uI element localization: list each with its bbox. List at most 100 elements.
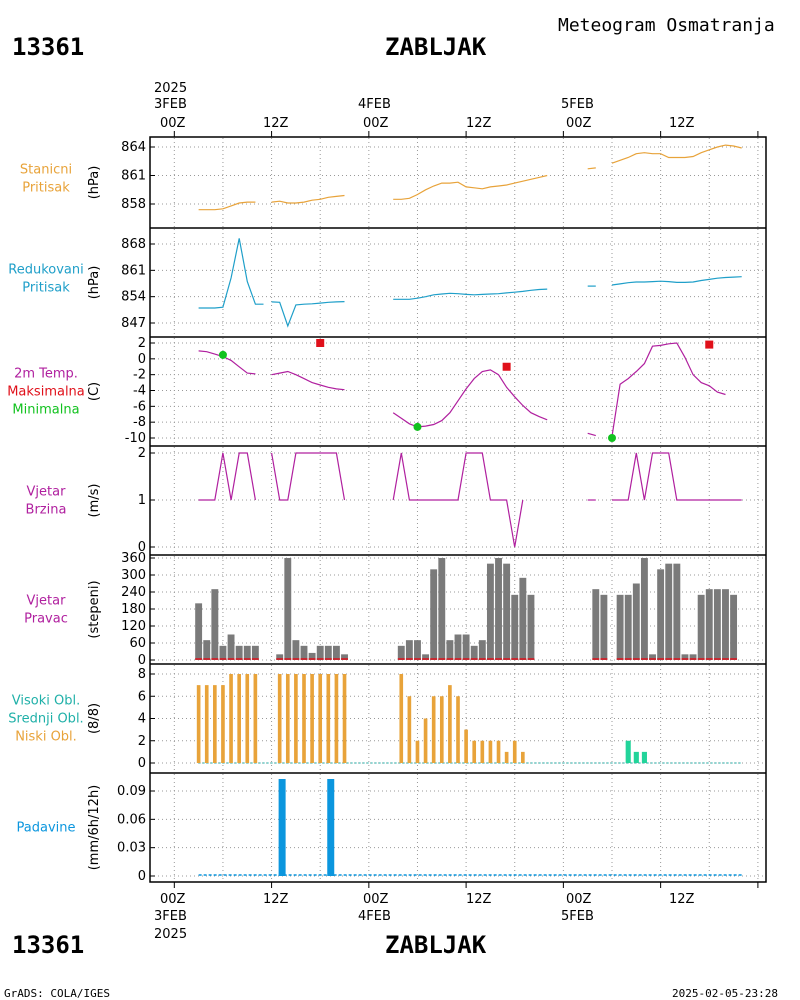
series-line (393, 174, 548, 200)
low-cloud-bar (488, 740, 493, 763)
wind-direction-bar (681, 654, 689, 660)
panel-cloud_cover: 8 6 4 2 0 (8/8) Visoki Obl. Srednji Obl. Niski O… (8, 663, 766, 772)
wind-direction-bar (284, 558, 292, 660)
station-name-bottom: ZABLJAK (385, 931, 487, 959)
series-label: Vjetar (27, 485, 67, 500)
wind-direction-bar (592, 589, 600, 660)
low-cloud-bar (439, 696, 444, 763)
top-year: 2025 (154, 81, 187, 96)
y-tick-label: 60 (129, 636, 146, 651)
low-cloud-bar (407, 696, 412, 763)
unit-label: (hPa) (87, 266, 102, 300)
bottom-hour-3: 00Z (363, 892, 389, 907)
low-cloud-bar (464, 729, 468, 763)
mid-cloud-bar (633, 751, 639, 763)
wind-direction-bar (243, 645, 251, 660)
wind-direction-bar (657, 569, 665, 660)
low-cloud-bar (423, 718, 428, 763)
low-cloud-bar (456, 696, 460, 763)
wind-direction-bar (527, 594, 535, 660)
series-line (587, 432, 596, 437)
series-line (611, 144, 742, 164)
panel-wind_speed: 2 1 0 (m/s) Vjetar Brzina (26, 445, 766, 555)
unit-label: (m/s) (87, 484, 102, 518)
series-line (271, 301, 345, 328)
low-cloud-bar (294, 674, 298, 763)
low-cloud-bar (480, 740, 485, 763)
panel-temperature: 20-2-4-6-8-10 (C) 2m Temp. Maksimalna Minima… (7, 336, 766, 446)
low-cloud-bar (399, 674, 404, 763)
wind-direction-bar (478, 640, 486, 660)
low-cloud-bar (310, 674, 314, 763)
y-tick-label: 360 (121, 551, 146, 566)
station-id-bottom: 13361 (12, 931, 84, 959)
y-tick-label: 240 (121, 585, 146, 600)
wind-direction-bar (414, 640, 421, 660)
min-temp-marker (608, 434, 616, 442)
wind-direction-bar (470, 645, 478, 660)
low-cloud-bar (334, 674, 339, 763)
low-cloud-bar (253, 674, 258, 763)
wind-direction-bar (640, 558, 648, 660)
low-cloud-bar (204, 685, 209, 763)
wind-direction-bar (713, 589, 721, 660)
series-label: Stanicni (20, 163, 72, 178)
series-label: Pritisak (22, 281, 70, 296)
low-cloud-bar (196, 685, 201, 763)
wind-direction-bar (495, 558, 502, 660)
y-tick-label: -4 (133, 384, 146, 399)
max-temp-marker (316, 339, 325, 347)
series-line (198, 238, 264, 309)
low-cloud-bar (302, 674, 306, 763)
low-cloud-bar (431, 696, 436, 763)
wind-direction-bar (235, 645, 243, 660)
low-cloud-bar (448, 685, 452, 763)
series-label: Pravac (24, 612, 68, 627)
y-tick-label: 0.06 (117, 812, 146, 827)
series-line (271, 370, 345, 391)
unit-label: (mm/6h/12h) (87, 785, 102, 871)
precip-bar (278, 779, 286, 876)
series-label: Srednji Obl. (8, 712, 83, 727)
low-cloud-bar (237, 674, 241, 763)
top-date-3: 5FEB (561, 97, 594, 112)
y-tick-label: 847 (121, 316, 146, 331)
series-line (612, 452, 742, 501)
bottom-hour-1: 00Z (160, 892, 186, 907)
series-label: Redukovani (8, 263, 83, 278)
max-temp-marker (705, 340, 714, 349)
wind-direction-bar (730, 594, 738, 660)
panels-group: 864861858(hPa)StanicniPritisak8688618548… (7, 131, 767, 888)
unit-label: (hPa) (87, 166, 102, 200)
top-date-1: 3FEB (154, 97, 187, 112)
low-cloud-bar (496, 740, 501, 763)
wind-direction-bar (722, 589, 729, 660)
series-label: Padavine (17, 821, 76, 836)
y-tick-label: 8 (138, 667, 146, 682)
series-line (271, 452, 346, 501)
y-tick-label: 2 (138, 734, 146, 749)
bottom-hour-6: 12Z (669, 892, 695, 907)
wind-direction-bar (438, 558, 446, 660)
series-line (392, 452, 524, 548)
mid-cloud-bar (641, 751, 647, 763)
wind-direction-bar (397, 645, 405, 660)
series-line (611, 342, 726, 437)
wind-direction-bar (454, 634, 462, 660)
y-tick-label: 0 (138, 756, 146, 771)
mid-cloud-bar (625, 740, 631, 763)
wind-direction-bar (324, 645, 332, 660)
low-cloud-bar (229, 674, 233, 763)
top-date-2: 4FEB (358, 97, 391, 112)
series-line (271, 194, 345, 204)
y-tick-label: 300 (121, 568, 146, 583)
meteogram-title: Meteogram Osmatranja (558, 15, 775, 36)
wind-direction-bar (430, 569, 438, 660)
y-tick-label: 858 (121, 197, 146, 212)
top-hour-6: 12Z (669, 116, 695, 131)
footer-credit: GrADS: COLA/IGES (4, 987, 110, 1000)
top-hour-2: 12Z (263, 116, 289, 131)
series-label: Pritisak (22, 181, 70, 196)
y-tick-label: 0 (138, 869, 146, 884)
